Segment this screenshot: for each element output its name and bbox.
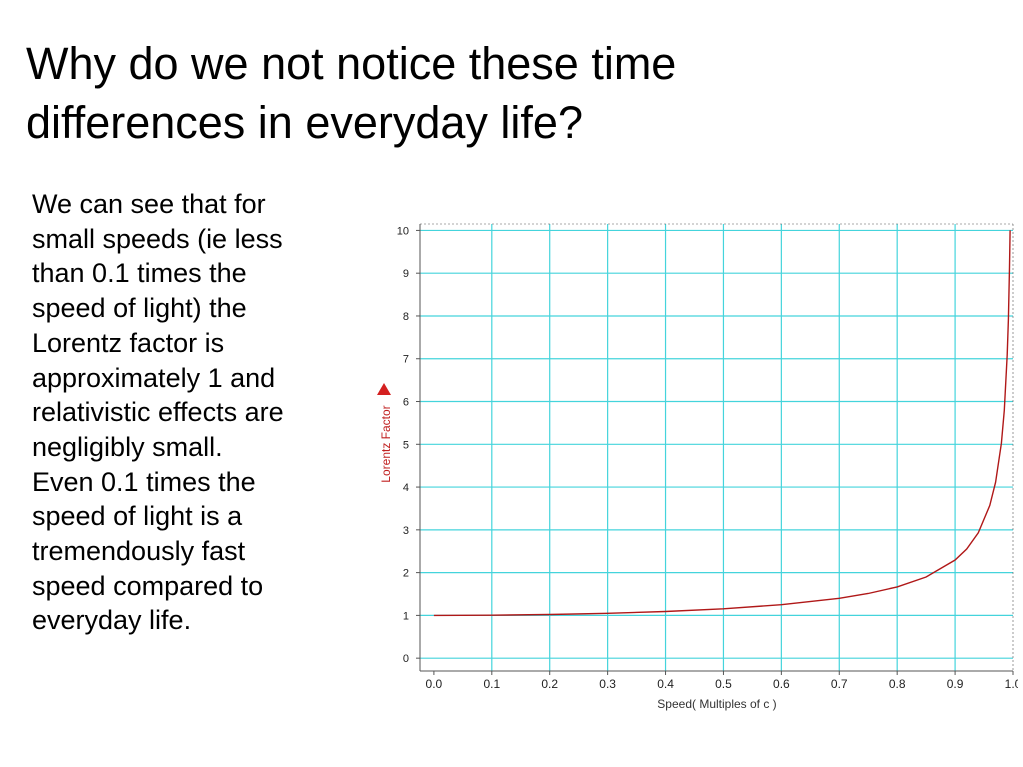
body-line-12: speed compared to: [32, 570, 264, 601]
body-line-1: We can see that for: [32, 189, 266, 219]
body-text: We can see that for small speeds (ie les…: [32, 187, 372, 638]
x-tick-label: 0.3: [599, 677, 616, 691]
title-line-1: Why do we not notice these time: [26, 38, 677, 89]
body-line-10: speed of light is a: [32, 501, 243, 532]
x-tick-label: 1.0: [1005, 677, 1018, 691]
x-tick-label: 0.7: [831, 677, 848, 691]
y-axis-label: Lorentz Factor: [379, 405, 393, 482]
y-tick-label: 2: [403, 568, 409, 580]
axes-layer: [416, 223, 1014, 675]
lorentz-curve: [433, 230, 1011, 617]
body-line-7: relativistic effects are: [32, 397, 284, 428]
y-tick-label: 8: [403, 311, 409, 323]
y-tick-label: 1: [403, 610, 409, 622]
x-tick-label: 0.9: [947, 677, 964, 691]
body-line-9: Even 0.1 times the: [32, 466, 256, 497]
body-line-3: than 0.1 times the: [32, 258, 247, 289]
x-tick-label: 0.6: [773, 677, 790, 691]
y-tick-label: 5: [403, 439, 409, 451]
body-line-11: tremendously fast: [32, 536, 246, 567]
label-layer: Speed( Multiples of c ) Lorentz Factor: [377, 383, 777, 711]
y-tick-label: 3: [403, 525, 409, 537]
ticks-layer: 0.0 0.1 0.2 0.3 0.4 0.5 0.6 0.7 0.8 0.9 1.0 0 1 2 3 4 5 6…: [397, 225, 1018, 691]
body-line-5: Lorentz factor is: [32, 327, 225, 358]
y-tick-label: 7: [403, 354, 409, 366]
y-tick-label: 9: [403, 268, 409, 280]
x-axis-label: Speed( Multiples of c ): [657, 697, 776, 711]
y-tick-label: 4: [403, 482, 409, 494]
body-line-2: small speeds (ie less: [32, 223, 283, 254]
x-tick-label: 0.1: [483, 677, 500, 691]
slide-title: Why do we not notice these time differen…: [26, 34, 986, 152]
body-line-8: negligibly small.: [32, 431, 223, 462]
body-line-13: everyday life.: [32, 605, 192, 636]
y-tick-label: 0: [403, 653, 409, 665]
y-axis-arrow-icon: [377, 383, 391, 395]
x-tick-label: 0.0: [426, 677, 443, 691]
y-tick-label: 6: [403, 397, 409, 409]
grid-layer: [420, 224, 1013, 671]
x-tick-label: 0.2: [541, 677, 558, 691]
chart-svg: 0.0 0.1 0.2 0.3 0.4 0.5 0.6 0.7 0.8 0.9 1.0 0 1 2 3 4 5 6…: [377, 223, 1018, 711]
series-layer: [433, 230, 1011, 617]
body-line-4: speed of light) the: [32, 293, 247, 324]
y-tick-label: 10: [397, 225, 409, 237]
x-tick-label: 0.4: [657, 677, 674, 691]
title-line-2: differences in everyday life?: [26, 97, 583, 148]
lorentz-factor-chart: 0.0 0.1 0.2 0.3 0.4 0.5 0.6 0.7 0.8 0.9 1.0 0 1 2 3 4 5 6…: [368, 212, 1018, 722]
x-tick-label: 0.5: [715, 677, 732, 691]
x-tick-label: 0.8: [889, 677, 906, 691]
body-line-6: approximately 1 and: [32, 362, 276, 393]
